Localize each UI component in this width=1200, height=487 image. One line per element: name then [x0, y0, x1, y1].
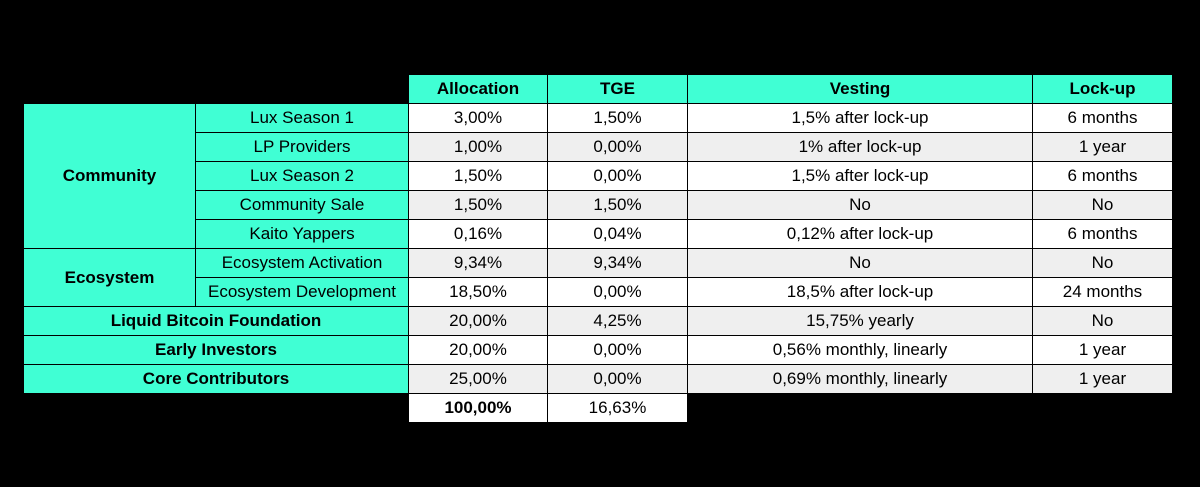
- totals-row: 100,00% 16,63%: [23, 393, 1173, 423]
- allocation-cell: 3,00%: [408, 103, 548, 133]
- header-lockup: Lock-up: [1032, 74, 1173, 104]
- header-vesting: Vesting: [687, 74, 1033, 104]
- allocation-cell: 1,50%: [408, 161, 548, 191]
- lockup-cell: 6 months: [1032, 161, 1173, 191]
- tge-cell: 0,04%: [547, 219, 688, 249]
- allocation-cell: 0,16%: [408, 219, 548, 249]
- tge-cell: 0,00%: [547, 277, 688, 307]
- vesting-cell: 1,5% after lock-up: [687, 161, 1033, 191]
- vesting-cell: 0,12% after lock-up: [687, 219, 1033, 249]
- allocation-cell: 1,50%: [408, 190, 548, 220]
- table-row: LP Providers 1,00% 0,00% 1% after lock-u…: [24, 132, 1173, 162]
- total-allocation: 100,00%: [408, 393, 548, 423]
- tge-cell: 0,00%: [547, 132, 688, 162]
- vesting-cell: No: [687, 248, 1033, 278]
- header-tge: TGE: [547, 74, 688, 104]
- totals-spacer: [1032, 393, 1173, 423]
- vesting-cell: No: [687, 190, 1033, 220]
- subcategory-cell: Lux Season 2: [195, 161, 409, 191]
- allocation-cell: 1,00%: [408, 132, 548, 162]
- totals-spacer: [687, 393, 1033, 423]
- vesting-cell: 15,75% yearly: [687, 306, 1033, 336]
- category-liquid-bitcoin-foundation: Liquid Bitcoin Foundation: [23, 306, 409, 336]
- lockup-cell: 1 year: [1032, 364, 1173, 394]
- vesting-cell: 18,5% after lock-up: [687, 277, 1033, 307]
- subcategory-cell: Kaito Yappers: [195, 219, 409, 249]
- allocation-cell: 25,00%: [408, 364, 548, 394]
- header-spacer: [23, 74, 196, 104]
- lockup-cell: 1 year: [1032, 335, 1173, 365]
- vesting-cell: 0,56% monthly, linearly: [687, 335, 1033, 365]
- allocation-cell: 20,00%: [408, 335, 548, 365]
- vesting-cell: 1% after lock-up: [687, 132, 1033, 162]
- tge-cell: 0,00%: [547, 161, 688, 191]
- table-row: Ecosystem Development 18,50% 0,00% 18,5%…: [24, 277, 1173, 307]
- tge-cell: 0,00%: [547, 335, 688, 365]
- table-row: Liquid Bitcoin Foundation 20,00% 4,25% 1…: [23, 306, 1173, 336]
- totals-spacer: [195, 393, 409, 423]
- lockup-cell: 6 months: [1032, 219, 1173, 249]
- lockup-cell: No: [1032, 248, 1173, 278]
- category-community: Community: [23, 103, 196, 249]
- category-early-investors: Early Investors: [23, 335, 409, 365]
- allocation-cell: 18,50%: [408, 277, 548, 307]
- header-spacer: [195, 74, 409, 104]
- table-row: Lux Season 2 1,50% 0,00% 1,5% after lock…: [24, 161, 1173, 191]
- token-allocation-table: Allocation TGE Vesting Lock-up Community…: [23, 74, 1173, 423]
- total-tge: 16,63%: [547, 393, 688, 423]
- vesting-cell: 1,5% after lock-up: [687, 103, 1033, 133]
- tge-cell: 0,00%: [547, 364, 688, 394]
- table-row: Community Lux Season 1 3,00% 1,50% 1,5% …: [23, 103, 1173, 249]
- header-row: Allocation TGE Vesting Lock-up: [23, 74, 1173, 104]
- totals-spacer: [23, 393, 196, 423]
- tge-cell: 1,50%: [547, 103, 688, 133]
- table-row: Ecosystem Ecosystem Activation 9,34% 9,3…: [23, 248, 1173, 307]
- subcategory-cell: Ecosystem Activation: [195, 248, 409, 278]
- table-row: Community Sale 1,50% 1,50% No No: [24, 190, 1173, 220]
- tge-cell: 4,25%: [547, 306, 688, 336]
- lockup-cell: No: [1032, 306, 1173, 336]
- category-core-contributors: Core Contributors: [23, 364, 409, 394]
- subcategory-cell: Lux Season 1: [195, 103, 409, 133]
- lockup-cell: 1 year: [1032, 132, 1173, 162]
- subcategory-cell: Ecosystem Development: [195, 277, 409, 307]
- tge-cell: 9,34%: [547, 248, 688, 278]
- tge-cell: 1,50%: [547, 190, 688, 220]
- allocation-cell: 20,00%: [408, 306, 548, 336]
- category-ecosystem: Ecosystem: [23, 248, 196, 307]
- subcategory-cell: LP Providers: [195, 132, 409, 162]
- table-row: Core Contributors 25,00% 0,00% 0,69% mon…: [23, 364, 1173, 394]
- allocation-cell: 9,34%: [408, 248, 548, 278]
- table-row: Kaito Yappers 0,16% 0,04% 0,12% after lo…: [24, 219, 1173, 249]
- lockup-cell: 6 months: [1032, 103, 1173, 133]
- subcategory-cell: Community Sale: [195, 190, 409, 220]
- lockup-cell: No: [1032, 190, 1173, 220]
- table-row: Early Investors 20,00% 0,00% 0,56% month…: [23, 335, 1173, 365]
- vesting-cell: 0,69% monthly, linearly: [687, 364, 1033, 394]
- header-allocation: Allocation: [408, 74, 548, 104]
- lockup-cell: 24 months: [1032, 277, 1173, 307]
